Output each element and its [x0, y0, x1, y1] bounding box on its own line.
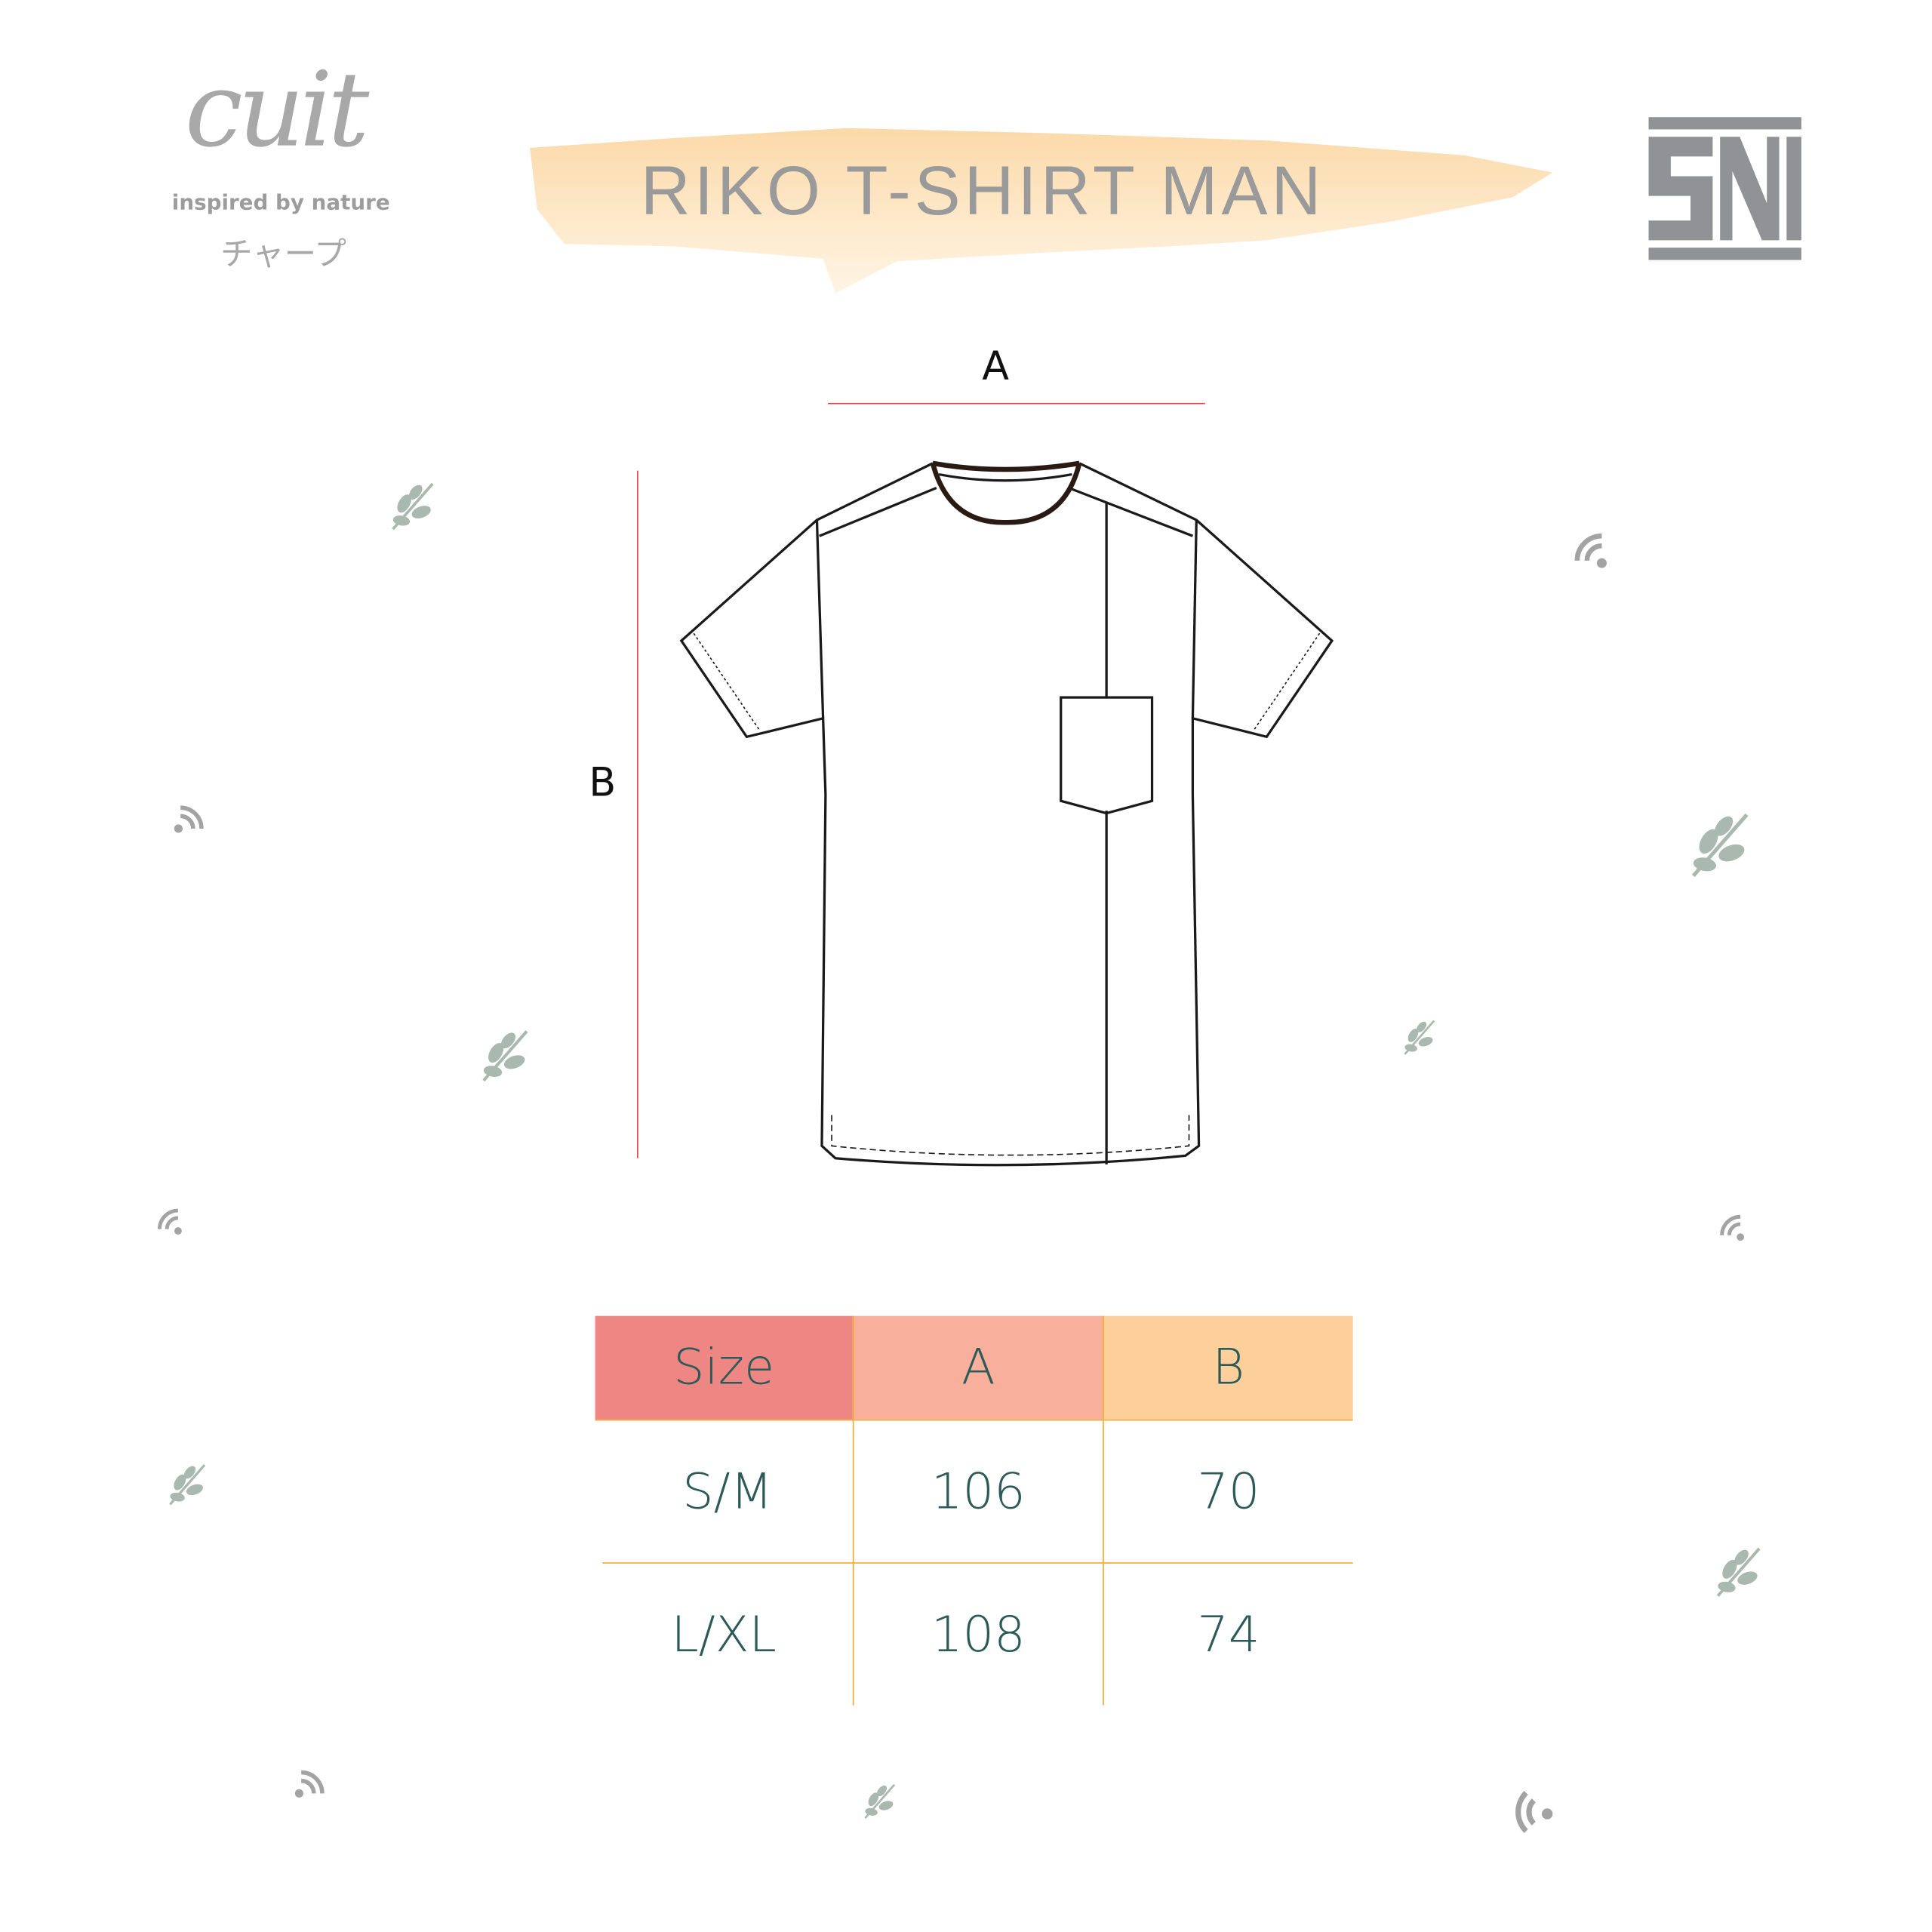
wifi-icon	[1564, 524, 1614, 578]
cell-b: 74	[1103, 1563, 1352, 1706]
cell-b: 70	[1103, 1420, 1352, 1563]
brand-logo: cuit	[184, 49, 370, 171]
dimension-line-a	[828, 402, 1205, 405]
wifi-icon	[1712, 1208, 1749, 1250]
leaf-icon	[384, 478, 441, 540]
leaf-icon	[1682, 807, 1758, 888]
wifi-icon	[165, 797, 212, 839]
table-row: L/XL 108 74	[595, 1563, 1353, 1706]
size-table: Size A B S/M 106 70 L/XL 108 74	[595, 1315, 1353, 1706]
page-title: RIKO T-SHIRT MAN	[640, 151, 1325, 229]
cell-size: S/M	[682, 1463, 773, 1520]
sni-certification-logo	[1648, 117, 1801, 260]
header-a: A	[852, 1315, 1103, 1420]
leaf-icon	[859, 1780, 901, 1827]
dimension-label-a: A	[982, 342, 1009, 389]
brand-tagline: inspired by nature	[171, 191, 390, 216]
cell-size: L/XL	[671, 1606, 777, 1663]
leaf-icon	[1709, 1543, 1767, 1607]
dimension-line-b	[637, 470, 638, 1158]
brand-japanese: チャープ	[220, 236, 346, 274]
wifi-icon	[150, 1201, 187, 1244]
leaf-icon	[1398, 1017, 1441, 1063]
cell-a: 108	[852, 1563, 1103, 1706]
leaf-icon	[475, 1025, 537, 1091]
table-row: S/M 106 70	[602, 1420, 1353, 1564]
wifi-icon	[1487, 1774, 1567, 1854]
table-header-row: Size A B	[595, 1315, 1353, 1421]
wifi-icon	[286, 1762, 333, 1804]
cell-a: 106	[852, 1420, 1103, 1563]
dimension-label-b: B	[589, 758, 617, 806]
header-b: B	[1103, 1315, 1353, 1420]
tshirt-illustration	[679, 460, 1334, 1167]
leaf-icon	[163, 1460, 212, 1515]
watercolor-brush-stroke	[530, 128, 1553, 294]
header-size: Size	[595, 1315, 853, 1420]
